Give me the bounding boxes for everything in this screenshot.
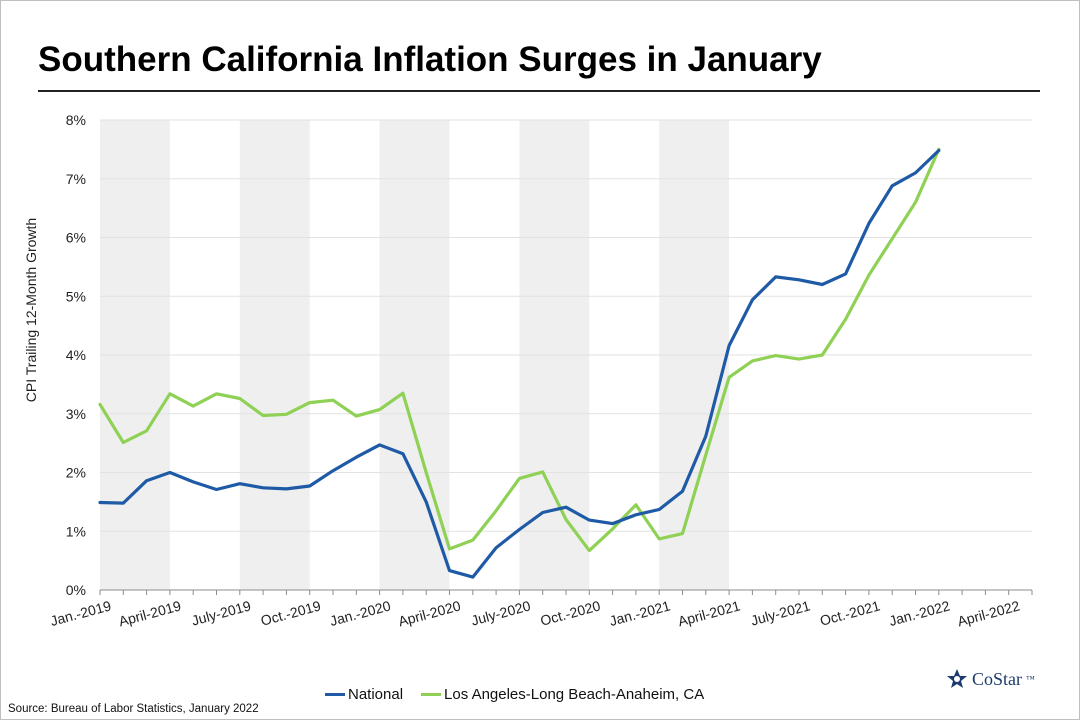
x-tick-label: April-2021: [676, 597, 742, 629]
costar-logo-icon: [947, 669, 967, 688]
y-tick-label: 6%: [66, 230, 86, 246]
x-tick-label: April-2019: [117, 597, 183, 629]
y-axis-title: CPI Trailing 12-Month Growth: [23, 218, 39, 402]
legend-swatch-national: [325, 693, 345, 696]
legend: National Los Angeles-Long Beach-Anaheim,…: [325, 686, 704, 703]
y-tick-label: 4%: [66, 347, 86, 363]
x-tick-label: April-2022: [956, 597, 1022, 629]
costar-logo: CoStar ™: [946, 668, 1035, 690]
series-line-national: [98, 148, 941, 579]
legend-label-la: Los Angeles-Long Beach-Anaheim, CA: [444, 686, 705, 703]
legend-item-la: Los Angeles-Long Beach-Anaheim, CA: [421, 686, 704, 703]
x-tick-label: Oct.-2019: [259, 597, 323, 628]
logo-trademark: ™: [1026, 674, 1035, 684]
title-divider: [38, 90, 1040, 92]
x-tick-label: July-2019: [190, 597, 253, 628]
x-tick-label: Jan.-2021: [608, 597, 672, 629]
legend-swatch-la: [421, 693, 442, 696]
series-line-los-angeles: [98, 147, 941, 553]
x-tick-label: April-2020: [396, 597, 462, 629]
y-tick-label: 8%: [66, 112, 86, 128]
x-tick-label: Oct.-2021: [818, 597, 882, 628]
x-tick-label: July-2020: [469, 597, 532, 628]
y-tick-label: 1%: [66, 523, 86, 539]
y-tick-label: 3%: [66, 406, 86, 422]
legend-label-national: National: [348, 686, 404, 703]
x-tick-label: Oct.-2020: [539, 597, 603, 628]
x-tick-label: July-2021: [749, 597, 812, 628]
y-tick-label: 0%: [66, 582, 86, 598]
x-tick-label: Jan.-2022: [887, 597, 951, 629]
line-chart: 0%1%2%3%4%5%6%7%8% Jan.-2019 April-2019 Ju…: [23, 112, 1033, 629]
x-tick-label: Jan.-2020: [328, 597, 392, 629]
x-tick-label: Jan.-2019: [48, 597, 112, 629]
legend-item-national: National: [325, 686, 403, 703]
chart-title: Southern California Inflation Surges in …: [38, 40, 822, 79]
logo-text: CoStar: [972, 668, 1023, 689]
source-note: Source: Bureau of Labor Statistics, Janu…: [8, 703, 259, 715]
y-tick-label: 7%: [66, 171, 86, 187]
y-tick-label: 2%: [66, 465, 86, 481]
y-tick-label: 5%: [66, 288, 86, 304]
